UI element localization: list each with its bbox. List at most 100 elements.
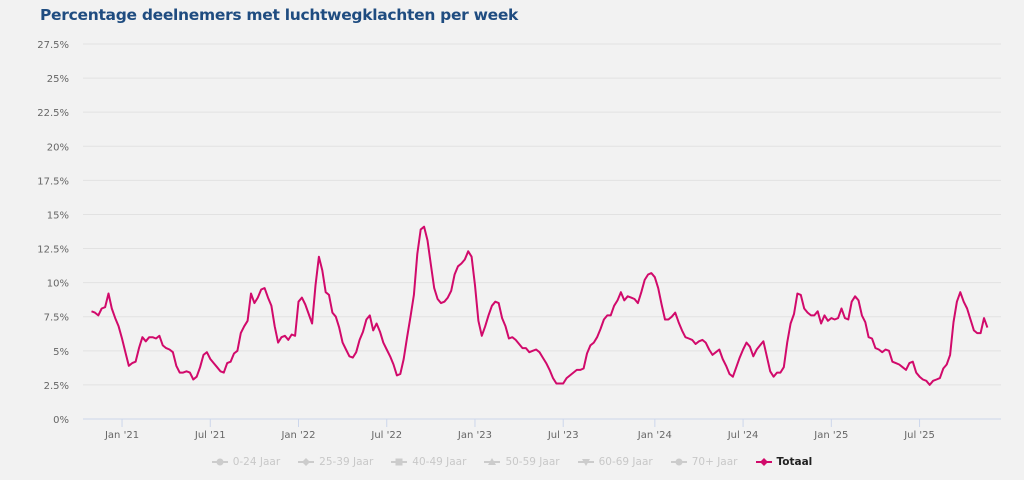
data-point[interactable]	[909, 358, 917, 366]
data-point[interactable]	[651, 273, 659, 281]
legend-item[interactable]: 0-24 Jaar	[211, 456, 280, 468]
data-point[interactable]	[332, 313, 340, 321]
data-point[interactable]	[749, 352, 757, 360]
data-point[interactable]	[247, 290, 255, 298]
data-point[interactable]	[858, 311, 866, 319]
data-point[interactable]	[301, 301, 309, 309]
data-point[interactable]	[580, 365, 588, 373]
data-point[interactable]	[478, 332, 486, 340]
data-point[interactable]	[936, 374, 944, 382]
data-point[interactable]	[637, 288, 645, 296]
data-point[interactable]	[186, 369, 194, 377]
data-point[interactable]	[715, 346, 723, 354]
data-point[interactable]	[736, 354, 744, 362]
data-point[interactable]	[542, 359, 550, 367]
data-point[interactable]	[342, 346, 350, 354]
data-point[interactable]	[267, 302, 275, 310]
data-point[interactable]	[305, 310, 313, 318]
data-point[interactable]	[722, 362, 730, 370]
data-point[interactable]	[495, 299, 503, 307]
data-point[interactable]	[424, 236, 432, 244]
data-point[interactable]	[546, 366, 554, 374]
data-point[interactable]	[335, 324, 343, 332]
data-point[interactable]	[376, 328, 384, 336]
data-point[interactable]	[739, 346, 747, 354]
data-point[interactable]	[172, 362, 180, 370]
data-point[interactable]	[254, 294, 262, 302]
data-point[interactable]	[325, 291, 333, 299]
data-point[interactable]	[946, 351, 954, 359]
data-point[interactable]	[94, 311, 102, 319]
data-point[interactable]	[885, 347, 893, 355]
data-point[interactable]	[634, 299, 642, 307]
data-point[interactable]	[261, 284, 269, 292]
data-point[interactable]	[169, 348, 177, 356]
legend-item[interactable]: 50-59 Jaar	[484, 456, 560, 468]
data-point[interactable]	[203, 348, 211, 356]
data-point[interactable]	[356, 336, 364, 344]
data-point[interactable]	[461, 256, 469, 264]
data-point[interactable]	[403, 333, 411, 341]
data-point[interactable]	[502, 322, 510, 330]
data-point[interactable]	[963, 305, 971, 313]
data-point[interactable]	[732, 363, 740, 371]
data-point[interactable]	[474, 317, 482, 325]
data-point[interactable]	[115, 322, 123, 330]
data-point[interactable]	[383, 346, 391, 354]
data-point[interactable]	[413, 250, 421, 258]
data-point[interactable]	[339, 339, 347, 347]
data-point[interactable]	[956, 288, 964, 296]
legend-item[interactable]: Totaal	[755, 456, 812, 468]
data-point[interactable]	[960, 298, 968, 306]
data-point[interactable]	[271, 322, 279, 330]
data-point[interactable]	[427, 261, 435, 269]
data-point[interactable]	[373, 320, 381, 328]
data-point[interactable]	[729, 373, 737, 381]
data-point[interactable]	[420, 223, 428, 231]
data-point[interactable]	[763, 352, 771, 360]
data-point[interactable]	[719, 355, 727, 363]
data-point[interactable]	[593, 333, 601, 341]
data-point[interactable]	[444, 294, 452, 302]
data-point[interactable]	[220, 369, 228, 377]
data-point[interactable]	[390, 361, 398, 369]
data-point[interactable]	[787, 320, 795, 328]
data-point[interactable]	[678, 326, 686, 334]
legend-item[interactable]: 60-69 Jaar	[577, 456, 653, 468]
data-point[interactable]	[298, 294, 306, 302]
data-point[interactable]	[814, 307, 822, 315]
data-point[interactable]	[369, 326, 377, 334]
data-point[interactable]	[658, 301, 666, 309]
data-point[interactable]	[312, 281, 320, 289]
data-point[interactable]	[386, 352, 394, 360]
data-point[interactable]	[702, 339, 710, 347]
data-point[interactable]	[379, 339, 387, 347]
data-point[interactable]	[430, 284, 438, 292]
data-point[interactable]	[980, 314, 988, 322]
data-point[interactable]	[121, 348, 129, 356]
data-point[interactable]	[855, 296, 863, 304]
data-point[interactable]	[111, 314, 119, 322]
data-point[interactable]	[797, 291, 805, 299]
data-point[interactable]	[675, 318, 683, 326]
data-point[interactable]	[359, 328, 367, 336]
data-point[interactable]	[135, 344, 143, 352]
data-point[interactable]	[132, 358, 140, 366]
data-point[interactable]	[451, 271, 459, 279]
data-point[interactable]	[318, 266, 326, 274]
data-point[interactable]	[759, 337, 767, 345]
data-point[interactable]	[790, 310, 798, 318]
data-point[interactable]	[105, 290, 113, 298]
legend-item[interactable]: 40-49 Jaar	[391, 456, 466, 468]
legend-item[interactable]: 70+ Jaar	[670, 456, 738, 468]
data-point[interactable]	[396, 370, 404, 378]
data-point[interactable]	[844, 316, 852, 324]
data-point[interactable]	[193, 373, 201, 381]
data-point[interactable]	[447, 287, 455, 295]
data-point[interactable]	[118, 335, 126, 343]
data-point[interactable]	[400, 355, 408, 363]
data-point[interactable]	[481, 322, 489, 330]
data-point[interactable]	[155, 332, 163, 340]
data-point[interactable]	[498, 314, 506, 322]
data-point[interactable]	[410, 291, 418, 299]
